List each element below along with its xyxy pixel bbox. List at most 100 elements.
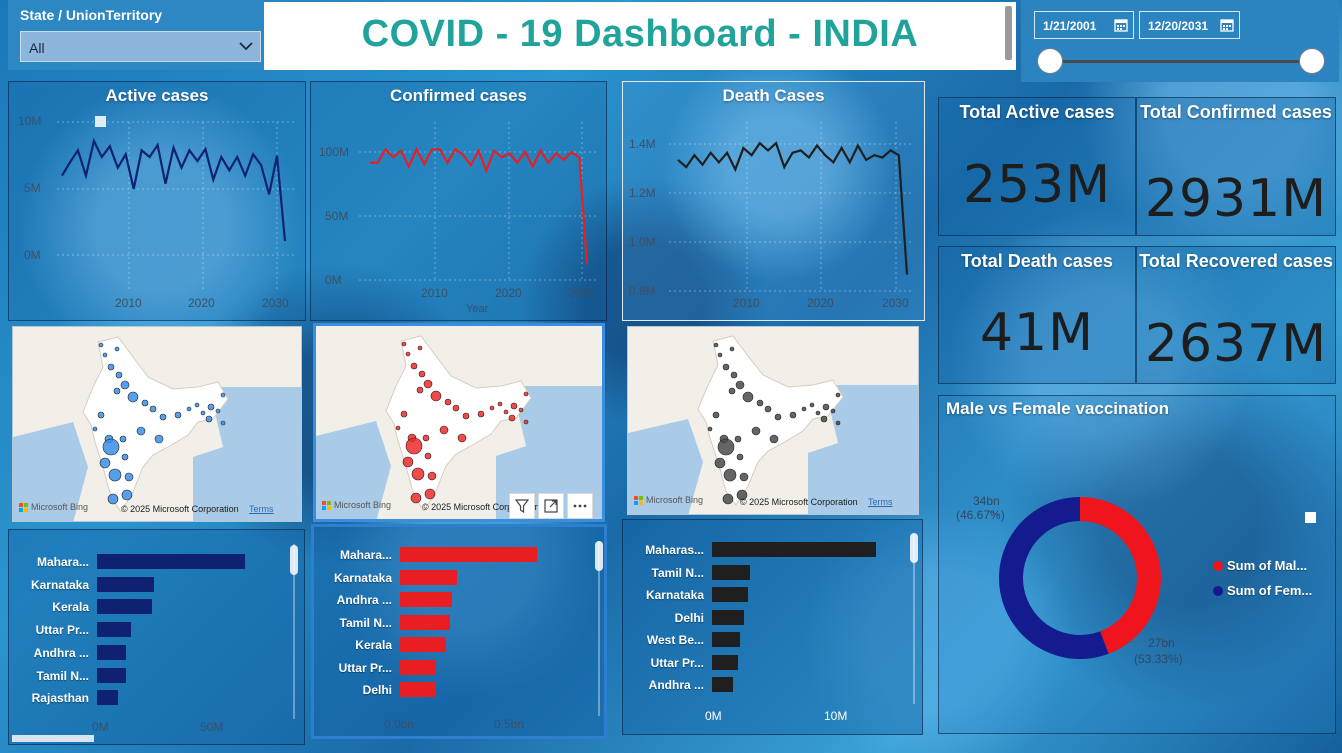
start-date-field[interactable]: 1/21/2001	[1034, 11, 1134, 39]
bar[interactable]	[97, 644, 126, 660]
kpi-label: Total Recovered cases	[1139, 251, 1333, 271]
bar-label: Tamil N...	[36, 668, 89, 683]
state-dropdown[interactable]: All	[20, 31, 261, 62]
date-slider-end-handle[interactable]	[1299, 48, 1325, 74]
female-pct-label: (46.67%)	[956, 508, 1005, 522]
calendar-icon[interactable]	[1220, 18, 1234, 32]
map-terms-link[interactable]: Terms	[868, 497, 893, 507]
active-cases-map[interactable]: Microsoft Bing © 2025 Microsoft Corporat…	[12, 326, 302, 522]
bar[interactable]	[712, 542, 876, 557]
date-slider-start-handle[interactable]	[1037, 48, 1063, 74]
scrollbar-track[interactable]	[598, 541, 600, 716]
legend-label: Sum of Fem...	[1227, 583, 1313, 598]
scrollbar-track[interactable]	[293, 544, 295, 719]
page-title: COVID - 19 Dashboard - INDIA	[361, 13, 919, 55]
map-bubble	[736, 489, 748, 501]
map-bubble	[457, 433, 467, 443]
map-bubble	[107, 493, 119, 505]
confirmed-line-chart[interactable]: Confirmed cases 100M 50M 0M 2010 2020 20…	[310, 81, 607, 321]
vaccination-donut-chart[interactable]: Male vs Female vaccination 34bn (46.67%)…	[938, 395, 1336, 734]
confirmed-cases-map[interactable]: Microsoft Bing © 2025 Microsoft Corporat…	[313, 323, 605, 522]
legend-item-male[interactable]: Sum of Mal...	[1213, 558, 1307, 573]
map-bubble	[405, 437, 423, 455]
map-bubble	[418, 370, 426, 378]
death-cases-map[interactable]: Microsoft Bing © 2025 Microsoft Corporat…	[627, 326, 919, 515]
scrollbar-thumb[interactable]	[290, 545, 298, 575]
bar[interactable]	[97, 667, 126, 683]
scrollbar-thumb[interactable]	[910, 533, 918, 563]
donut-plot	[988, 497, 1316, 659]
start-date-value: 1/21/2001	[1043, 19, 1097, 33]
focus-mode-icon	[1305, 512, 1316, 523]
bar[interactable]	[712, 609, 744, 625]
bar[interactable]	[712, 632, 741, 647]
kpi-total-recovered[interactable]: Total Recovered cases 2637M	[1136, 246, 1336, 384]
bar[interactable]	[712, 654, 738, 670]
calendar-icon[interactable]	[1114, 18, 1128, 32]
kpi-value: 41M	[979, 303, 1095, 363]
bar[interactable]	[97, 599, 152, 615]
map-bubble	[835, 420, 841, 426]
kpi-total-death[interactable]: Total Death cases 41M	[938, 246, 1136, 384]
more-options-icon[interactable]	[567, 493, 593, 519]
focus-mode-icon[interactable]	[538, 493, 564, 519]
y-tick: 5M	[24, 181, 41, 195]
map-bubble	[136, 426, 146, 436]
map-bubble	[108, 468, 122, 482]
end-date-field[interactable]: 12/20/2031	[1139, 11, 1240, 39]
bar[interactable]	[97, 554, 246, 569]
chart-title: Death Cases	[722, 86, 825, 105]
bar[interactable]	[400, 682, 437, 697]
death-line-chart[interactable]: Death Cases 1.4M 1.2M 1.0M 0.8M 2010 202…	[622, 81, 925, 321]
map-bubble	[717, 438, 735, 456]
map-bubble	[401, 341, 407, 347]
y-tick: 10M	[18, 114, 42, 128]
kpi-value: 253M	[962, 155, 1112, 215]
bar[interactable]	[400, 637, 446, 652]
male-value-label: 27bn	[1148, 636, 1175, 650]
confirmed-bar-chart[interactable]: Mahara... Karnataka Andhra ... Tamil N... Ke…	[311, 524, 607, 739]
x-tick: 2030	[882, 296, 909, 310]
bar[interactable]	[400, 614, 451, 630]
active-line-chart[interactable]: Active cases 10M 5M 0M 2010 2020 2030	[8, 81, 306, 321]
bar[interactable]	[400, 547, 537, 562]
legend-item-female[interactable]: Sum of Fem...	[1213, 583, 1312, 598]
scrollbar-thumb[interactable]	[595, 541, 603, 571]
map-bubble	[107, 363, 115, 371]
bar[interactable]	[712, 564, 751, 580]
bar[interactable]	[400, 592, 453, 607]
bar[interactable]	[712, 587, 749, 602]
state-dropdown-value: All	[29, 40, 45, 56]
map-bubble	[489, 405, 495, 411]
bar[interactable]	[97, 690, 118, 706]
bar[interactable]	[400, 659, 437, 675]
bar[interactable]	[712, 677, 734, 692]
title-scrollbar[interactable]	[1005, 6, 1012, 60]
map-terms-link[interactable]: Terms	[249, 504, 274, 514]
kpi-total-confirmed[interactable]: Total Confirmed cases 2931M	[1136, 97, 1336, 236]
map-bubble	[120, 380, 130, 390]
bar-label: Maharas...	[645, 543, 704, 557]
map-bubble	[113, 387, 121, 395]
horizontal-scrollbar[interactable]	[12, 735, 94, 742]
male-pct-label: (53.33%)	[1134, 652, 1183, 666]
map-bubble	[739, 472, 749, 482]
bar[interactable]	[97, 622, 131, 638]
map-bubble	[423, 379, 433, 389]
filter-icon[interactable]	[509, 493, 535, 519]
bing-logo: Microsoft Bing	[19, 502, 88, 512]
bar[interactable]	[400, 569, 457, 585]
bar[interactable]	[97, 576, 155, 592]
map-bubble	[115, 371, 123, 379]
map-bubbles	[395, 341, 529, 504]
map-bubble	[92, 426, 98, 432]
map-bubble	[742, 391, 754, 403]
date-slider-track[interactable]	[1050, 60, 1312, 63]
active-bar-chart[interactable]: Mahara... Karnataka Kerala Uttar Pr... Andhr…	[8, 529, 305, 745]
death-bar-chart[interactable]: Maharas... Tamil N... Karnataka Delhi West B…	[622, 519, 923, 735]
map-bubble	[751, 426, 761, 436]
scrollbar-track[interactable]	[913, 534, 915, 704]
map-bubble	[503, 409, 509, 415]
kpi-total-active[interactable]: Total Active cases 253M	[938, 97, 1136, 236]
map-bubble	[215, 408, 221, 414]
